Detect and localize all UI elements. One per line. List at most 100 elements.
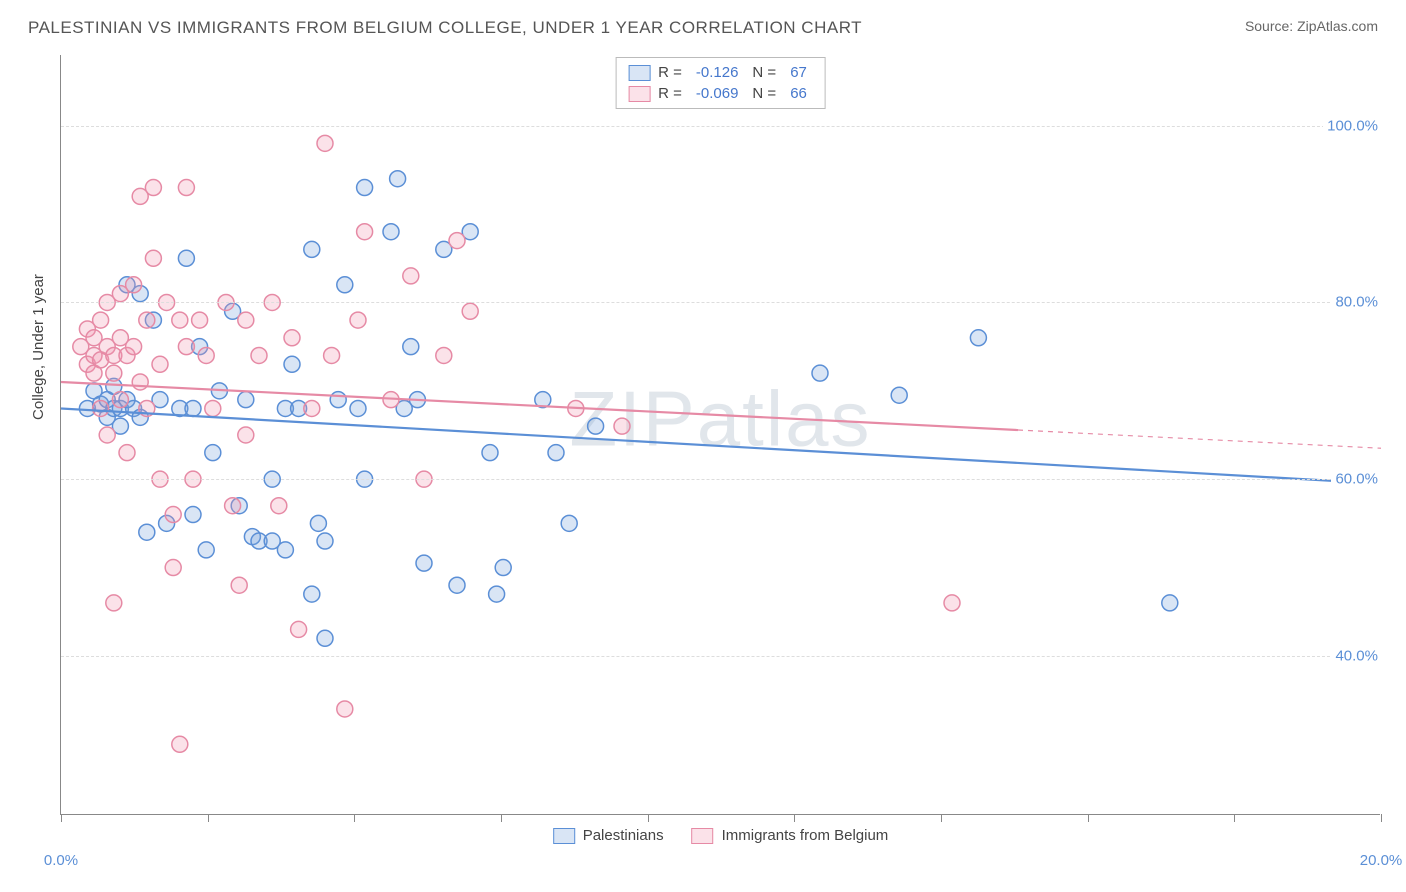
legend-r-label: R = — [658, 64, 682, 81]
scatter-point — [317, 533, 333, 549]
scatter-point — [357, 180, 373, 196]
scatter-point — [225, 498, 241, 514]
x-tick — [648, 814, 649, 822]
legend-item-1: Palestinians — [553, 827, 664, 844]
scatter-point — [337, 701, 353, 717]
scatter-point — [198, 347, 214, 363]
scatter-point — [561, 515, 577, 531]
legend-stats-box: R = -0.126 N = 67 R = -0.069 N = 66 — [615, 57, 826, 109]
chart-source: Source: ZipAtlas.com — [1245, 18, 1378, 34]
scatter-point — [251, 347, 267, 363]
x-tick — [1381, 814, 1382, 822]
scatter-point — [205, 445, 221, 461]
legend-n-value-1: 67 — [790, 64, 807, 81]
scatter-point — [291, 621, 307, 637]
scatter-point — [99, 427, 115, 443]
scatter-point — [304, 400, 320, 416]
scatter-point — [324, 347, 340, 363]
chart-plot-area: R = -0.126 N = 67 R = -0.069 N = 66 ZIPa… — [60, 55, 1380, 815]
scatter-point — [178, 250, 194, 266]
x-tick — [1088, 814, 1089, 822]
scatter-point — [482, 445, 498, 461]
y-axis-title: College, Under 1 year — [30, 274, 47, 420]
legend-r-label: R = — [658, 85, 682, 102]
scatter-point — [112, 392, 128, 408]
scatter-point — [139, 524, 155, 540]
scatter-point — [238, 392, 254, 408]
scatter-point — [449, 577, 465, 593]
chart-title: PALESTINIAN VS IMMIGRANTS FROM BELGIUM C… — [28, 18, 862, 38]
scatter-point — [350, 312, 366, 328]
y-tick-label: 40.0% — [1331, 647, 1382, 664]
x-tick — [501, 814, 502, 822]
scatter-point — [145, 180, 161, 196]
scatter-point — [449, 233, 465, 249]
scatter-point — [383, 224, 399, 240]
scatter-point — [93, 400, 109, 416]
legend-n-value-2: 66 — [790, 85, 807, 102]
scatter-point — [462, 303, 478, 319]
scatter-point — [126, 339, 142, 355]
y-tick-label: 60.0% — [1331, 471, 1382, 488]
scatter-point — [588, 418, 604, 434]
legend-r-value-2: -0.069 — [696, 85, 739, 102]
scatter-point — [416, 555, 432, 571]
scatter-point — [357, 224, 373, 240]
x-tick — [61, 814, 62, 822]
scatter-point — [93, 312, 109, 328]
trend-line-dashed — [1018, 430, 1381, 448]
scatter-point — [350, 400, 366, 416]
x-tick — [941, 814, 942, 822]
trend-line — [61, 408, 1381, 483]
scatter-point — [317, 135, 333, 151]
scatter-point — [172, 736, 188, 752]
scatter-point — [172, 312, 188, 328]
scatter-point — [284, 330, 300, 346]
scatter-point — [310, 515, 326, 531]
swatch-series-1 — [628, 65, 650, 81]
scatter-point — [198, 542, 214, 558]
scatter-point — [614, 418, 630, 434]
scatter-point — [106, 365, 122, 381]
legend-item-2: Immigrants from Belgium — [692, 827, 889, 844]
scatter-point — [126, 277, 142, 293]
x-tick — [1234, 814, 1235, 822]
gridline — [61, 656, 1380, 657]
legend-stats-row-2: R = -0.069 N = 66 — [628, 83, 813, 104]
scatter-point — [178, 339, 194, 355]
legend-label-1: Palestinians — [583, 827, 664, 844]
scatter-point — [330, 392, 346, 408]
scatter-point — [139, 312, 155, 328]
scatter-point — [185, 507, 201, 523]
scatter-point — [132, 374, 148, 390]
scatter-point — [277, 542, 293, 558]
x-tick — [794, 814, 795, 822]
x-tick-label: 20.0% — [1360, 852, 1403, 869]
scatter-point — [271, 498, 287, 514]
x-tick — [354, 814, 355, 822]
scatter-point — [944, 595, 960, 611]
gridline — [61, 302, 1380, 303]
legend-r-value-1: -0.126 — [696, 64, 739, 81]
scatter-point — [317, 630, 333, 646]
scatter-point — [891, 387, 907, 403]
legend-n-label: N = — [752, 85, 776, 102]
scatter-point — [192, 312, 208, 328]
scatter-point — [145, 250, 161, 266]
legend-label-2: Immigrants from Belgium — [722, 827, 889, 844]
scatter-point — [304, 586, 320, 602]
scatter-point — [178, 180, 194, 196]
scatter-point — [304, 241, 320, 257]
scatter-point — [548, 445, 564, 461]
scatter-point — [165, 507, 181, 523]
legend-n-label: N = — [752, 64, 776, 81]
x-tick-label: 0.0% — [44, 852, 78, 869]
x-tick — [208, 814, 209, 822]
scatter-point — [390, 171, 406, 187]
scatter-point — [489, 586, 505, 602]
scatter-point — [205, 400, 221, 416]
swatch-series-2 — [628, 86, 650, 102]
swatch-series-1-bottom — [553, 828, 575, 844]
scatter-point — [1162, 595, 1178, 611]
scatter-point — [403, 268, 419, 284]
